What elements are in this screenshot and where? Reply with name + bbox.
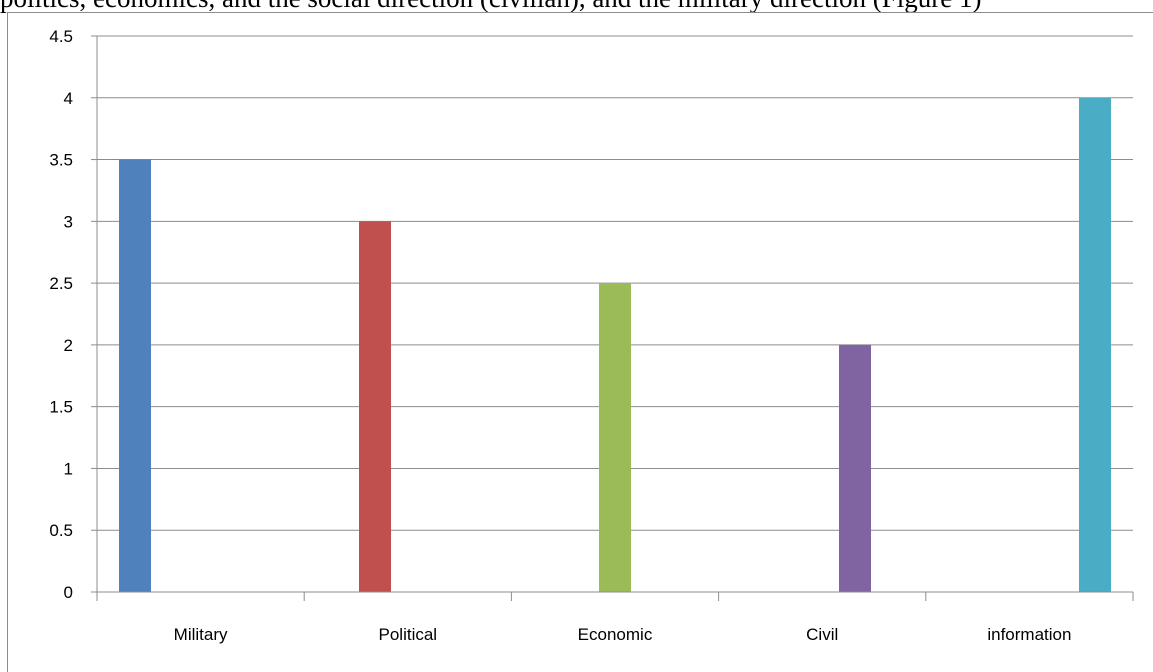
y-tick-label: 0.5: [49, 521, 73, 540]
y-tick-label: 4.5: [49, 27, 73, 46]
bar-military: [119, 159, 151, 593]
y-tick-label: 1.5: [49, 398, 73, 417]
x-tick-label: Military: [174, 625, 228, 644]
figure-caption-text: politics, economics, and the social dire…: [0, 0, 1153, 13]
bar-information: [1079, 97, 1111, 593]
y-tick-label: 2.5: [49, 274, 73, 293]
y-tick-label: 1: [64, 459, 73, 478]
y-axis-tick-labels: 0 0.5 1 1.5 2 2.5 3 3.5 4 4.5: [49, 27, 73, 602]
chart-frame: [7, 12, 1153, 672]
bar-political: [359, 221, 391, 593]
y-tick-label: 0: [64, 583, 73, 602]
y-tick-label: 2: [64, 336, 73, 355]
x-tick-label: Economic: [578, 625, 653, 644]
bars: [119, 97, 1111, 593]
bar-civil: [839, 344, 871, 592]
y-tick-label: 3: [64, 212, 73, 231]
y-tick-label: 4: [64, 89, 73, 108]
x-axis: [96, 591, 1134, 601]
bar-economic: [599, 283, 631, 592]
x-tick-label: Civil: [806, 625, 838, 644]
x-tick-label: Political: [379, 625, 438, 644]
x-tick-label: information: [987, 625, 1071, 644]
y-tick-label: 3.5: [49, 151, 73, 170]
x-axis-tick-labels: Military Political Economic Civil informatio…: [174, 625, 1072, 644]
